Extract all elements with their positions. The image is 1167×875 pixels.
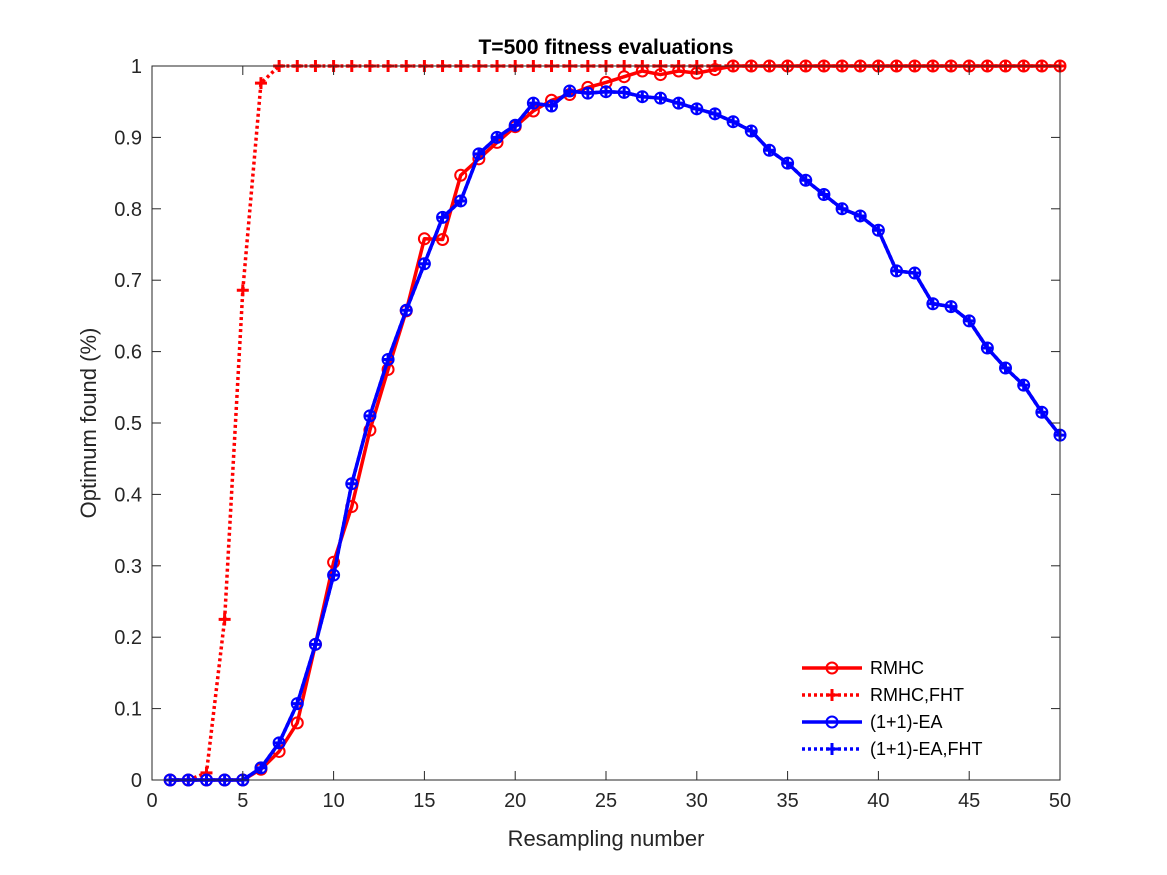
legend-marker xyxy=(825,661,839,675)
legend: RMHC RMHC,FHT (1+1)-EA (1+1)-EA,FHT xyxy=(802,658,983,759)
data-point xyxy=(399,303,413,317)
data-point xyxy=(962,314,976,328)
data-point xyxy=(944,300,958,314)
legend-label: RMHC,FHT xyxy=(870,685,964,705)
data-point xyxy=(345,477,359,491)
x-tick-label: 25 xyxy=(595,790,617,812)
series-3 xyxy=(163,84,1067,787)
series-line xyxy=(170,89,1062,782)
chart-title: T=500 fitness evaluations xyxy=(478,36,733,59)
x-tick-label: 30 xyxy=(686,790,708,812)
x-tick-label: 50 xyxy=(1049,790,1071,812)
data-point xyxy=(581,86,595,100)
data-point xyxy=(653,91,667,105)
y-tick-label: 0.8 xyxy=(114,199,142,221)
legend-marker xyxy=(826,689,838,701)
axes-layer: 0 5 10 15 20 25 30 35 40 45 50 0 0.1 0.2 0.3 0.4 0.5 0.6 0… xyxy=(114,56,1071,812)
data-point xyxy=(436,210,450,224)
data-point xyxy=(690,102,704,116)
data-point xyxy=(254,77,267,90)
data-point xyxy=(708,107,722,121)
data-point xyxy=(799,173,813,187)
y-tick-label: 0.1 xyxy=(114,699,142,721)
plot-area xyxy=(152,66,1060,780)
data-point xyxy=(454,168,468,182)
data-point xyxy=(290,716,304,730)
x-tick-label: 0 xyxy=(146,790,157,812)
data-point xyxy=(472,147,486,161)
data-point xyxy=(617,85,631,99)
x-tick-label: 5 xyxy=(237,790,248,812)
data-point xyxy=(254,761,268,775)
data-point xyxy=(272,736,286,750)
data-point xyxy=(762,143,776,157)
data-point xyxy=(417,257,431,271)
data-point xyxy=(980,341,994,355)
y-tick-label: 0.6 xyxy=(114,342,142,364)
legend-item-1: RMHC xyxy=(802,658,924,678)
legend-item-4: (1+1)-EA,FHT xyxy=(802,739,983,759)
data-point xyxy=(835,202,849,216)
y-axis-label: Optimum found (%) xyxy=(76,328,101,519)
x-tick-label: 20 xyxy=(504,790,526,812)
data-point xyxy=(508,118,522,132)
data-point xyxy=(236,284,249,297)
data-point xyxy=(417,232,431,246)
x-tick-label: 40 xyxy=(867,790,889,812)
data-point xyxy=(563,84,577,98)
data-point xyxy=(744,124,758,138)
data-point xyxy=(781,156,795,170)
data-point xyxy=(327,568,341,582)
legend-marker xyxy=(826,743,838,755)
data-point xyxy=(381,352,395,366)
data-point xyxy=(890,264,904,278)
data-point xyxy=(454,194,468,208)
data-point xyxy=(599,85,613,99)
data-point xyxy=(308,637,322,651)
data-point xyxy=(363,409,377,423)
data-point xyxy=(218,613,231,626)
legend-label: RMHC xyxy=(870,658,924,678)
y-tick-label: 1 xyxy=(131,56,142,78)
data-point xyxy=(436,233,450,247)
data-point xyxy=(290,697,304,711)
x-tick-label: 15 xyxy=(413,790,435,812)
y-tick-label: 0.7 xyxy=(114,270,142,292)
data-point xyxy=(490,130,504,144)
data-point xyxy=(1017,378,1031,392)
data-point xyxy=(635,90,649,104)
data-point xyxy=(672,96,686,110)
data-point xyxy=(726,115,740,129)
y-tick-label: 0 xyxy=(131,770,142,792)
legend-label: (1+1)-EA,FHT xyxy=(870,739,983,759)
data-point xyxy=(908,266,922,280)
data-point xyxy=(926,297,940,311)
x-tick-label: 45 xyxy=(958,790,980,812)
y-tick-label: 0.5 xyxy=(114,413,142,435)
y-tick-label: 0.3 xyxy=(114,556,142,578)
y-tick-label: 0.9 xyxy=(114,127,142,149)
data-point xyxy=(853,209,867,223)
x-tick-label: 35 xyxy=(776,790,798,812)
data-point xyxy=(817,188,831,202)
legend-item-2: RMHC,FHT xyxy=(802,685,964,705)
data-point xyxy=(871,223,885,237)
data-point xyxy=(526,96,540,110)
legend-marker xyxy=(825,715,839,729)
data-point xyxy=(999,361,1013,375)
y-tick-label: 0.2 xyxy=(114,627,142,649)
data-point xyxy=(1035,405,1049,419)
legend-label: (1+1)-EA xyxy=(870,712,943,732)
x-tick-label: 10 xyxy=(322,790,344,812)
x-axis-label: Resampling number xyxy=(508,826,705,851)
data-point xyxy=(545,99,559,113)
y-tick-label: 0.4 xyxy=(114,484,142,506)
legend-item-3: (1+1)-EA xyxy=(802,712,943,732)
